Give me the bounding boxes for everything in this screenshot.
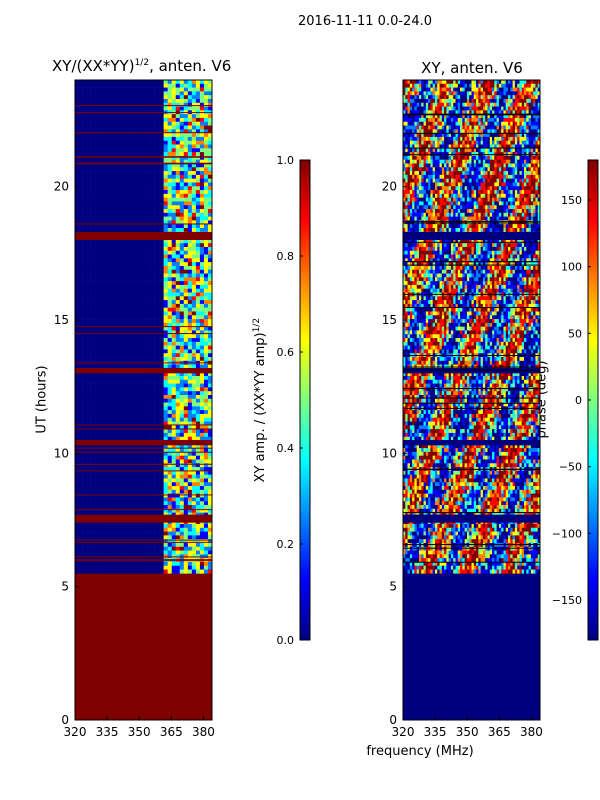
- y-tick-label: 15: [54, 313, 69, 327]
- y-tick-label: 20: [382, 180, 397, 194]
- colorbar-tick-label: 0.6: [277, 346, 295, 359]
- y-tick-label: 5: [61, 580, 69, 594]
- x-tick-label: 350: [456, 725, 479, 739]
- flagged-band: [75, 368, 212, 374]
- suptitle: 2016-11-11 0.0-24.0: [298, 14, 432, 29]
- flagged-band: [75, 440, 212, 446]
- amp-heatmap: [75, 80, 212, 720]
- flagged-band: [75, 232, 212, 240]
- colorbar-tick-label: −100: [552, 527, 582, 540]
- flagged-band: [403, 232, 540, 240]
- x-tick-label: 365: [488, 725, 511, 739]
- y-tick-label: 20: [54, 180, 69, 194]
- flagged-band: [403, 514, 540, 523]
- x-axis-label: frequency (MHz): [366, 744, 474, 759]
- amp-plot-title: XY/(XX*YY)1/2, anten. V6: [52, 57, 232, 75]
- flagged-band: [75, 514, 212, 523]
- colorbar-tick-label: 50: [568, 327, 582, 340]
- colorbar-tick-label: 1.0: [277, 154, 295, 167]
- heatmap-cells: [403, 80, 540, 574]
- colorbar-tick-label: 0.8: [277, 250, 295, 263]
- x-tick-label: 350: [128, 725, 151, 739]
- colorbar-tick-label: 0.2: [277, 538, 295, 551]
- y-tick-label: 10: [54, 446, 69, 460]
- phase-heatmap: [403, 80, 540, 720]
- colorbar-tick-label: −50: [559, 461, 582, 474]
- colorbar-tick-label: 0: [575, 394, 582, 407]
- amp-colorbar: [299, 159, 311, 641]
- x-tick-label: 320: [392, 725, 415, 739]
- colorbar-tick-label: 0.0: [277, 634, 295, 647]
- colorbar-tick-label: 150: [561, 194, 582, 207]
- colorbar-tick-label: −150: [552, 594, 582, 607]
- flagged-band: [403, 440, 540, 446]
- phase-plot-frame: [402, 79, 541, 721]
- y-tick-label: 0: [389, 713, 397, 727]
- x-tick-label: 380: [520, 725, 543, 739]
- colorbar-tick-label: 100: [561, 261, 582, 274]
- x-tick-label: 380: [192, 725, 215, 739]
- y-tick-label: 15: [382, 313, 397, 327]
- x-tick-label: 335: [96, 725, 119, 739]
- colorbar-tick-label: 0.4: [277, 442, 295, 455]
- y-tick-label: 5: [389, 580, 397, 594]
- y-tick-label: 10: [382, 446, 397, 460]
- no-data-region: [403, 573, 540, 720]
- amp-plot-frame: [74, 79, 213, 721]
- phase-plot-title: XY, anten. V6: [421, 59, 523, 77]
- x-tick-label: 365: [160, 725, 183, 739]
- x-tick-label: 320: [64, 725, 87, 739]
- x-tick-label: 335: [424, 725, 447, 739]
- no-data-region: [75, 573, 212, 720]
- y-tick-label: 0: [61, 713, 69, 727]
- flagged-band: [403, 368, 540, 374]
- flagged-lines: [75, 105, 212, 562]
- flagged-lines: [403, 113, 540, 563]
